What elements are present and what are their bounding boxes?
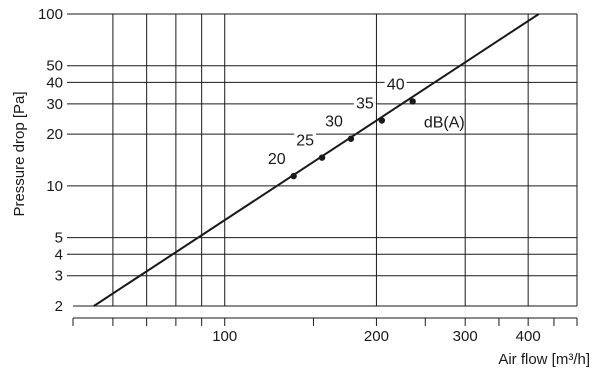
y-tick-label-40: 40 <box>46 74 63 91</box>
y-tick-label-2: 2 <box>55 298 63 315</box>
point-label-30: 30 <box>325 114 343 131</box>
point-35-dba <box>378 117 386 124</box>
x-tick-label-200: 200 <box>364 328 389 345</box>
point-label-35: 35 <box>356 96 374 113</box>
point-25-dba <box>318 154 326 161</box>
point-label-bg-25 <box>294 131 317 149</box>
point-40-dba <box>409 98 416 105</box>
x-tick-label-100: 100 <box>212 328 237 345</box>
x-axis-label: Air flow [m³/h] <box>498 351 590 368</box>
y-tick-label-4: 4 <box>55 246 63 263</box>
y-tick-label-3: 3 <box>55 268 63 285</box>
pressure-flow-line <box>93 13 540 307</box>
y-tick-label-100: 100 <box>38 6 63 23</box>
y-axis-label: Pressure drop [Pa] <box>11 91 28 216</box>
y-tick-label-30: 30 <box>46 96 63 113</box>
axis-labels: Pressure drop [Pa] Air flow [m³/h] dB(A) <box>11 91 590 368</box>
point-label-bg-30 <box>322 112 345 130</box>
grid <box>67 13 578 319</box>
annotation-dba: dB(A) <box>424 115 465 132</box>
point-30-dba <box>347 135 355 142</box>
y-tick-label-20: 20 <box>46 126 63 143</box>
point-label-40: 40 <box>387 76 405 93</box>
y-tick-label-50: 50 <box>46 58 63 75</box>
point-label-bg-40 <box>384 75 407 93</box>
y-tick-label-5: 5 <box>55 230 63 247</box>
point-label-bg-20 <box>265 150 288 168</box>
point-label-20: 20 <box>268 151 286 168</box>
y-tick-label-10: 10 <box>46 178 63 195</box>
x-tick-label-300: 300 <box>453 328 478 345</box>
x-tick-label-400: 400 <box>516 328 541 345</box>
point-label-25: 25 <box>296 133 314 150</box>
point-20-dba <box>290 172 297 180</box>
x-axis-ticks: 100 200 300 400 <box>72 318 578 345</box>
point-label-bg-35 <box>353 94 376 112</box>
series-line: 20 25 30 35 40 <box>93 13 540 307</box>
